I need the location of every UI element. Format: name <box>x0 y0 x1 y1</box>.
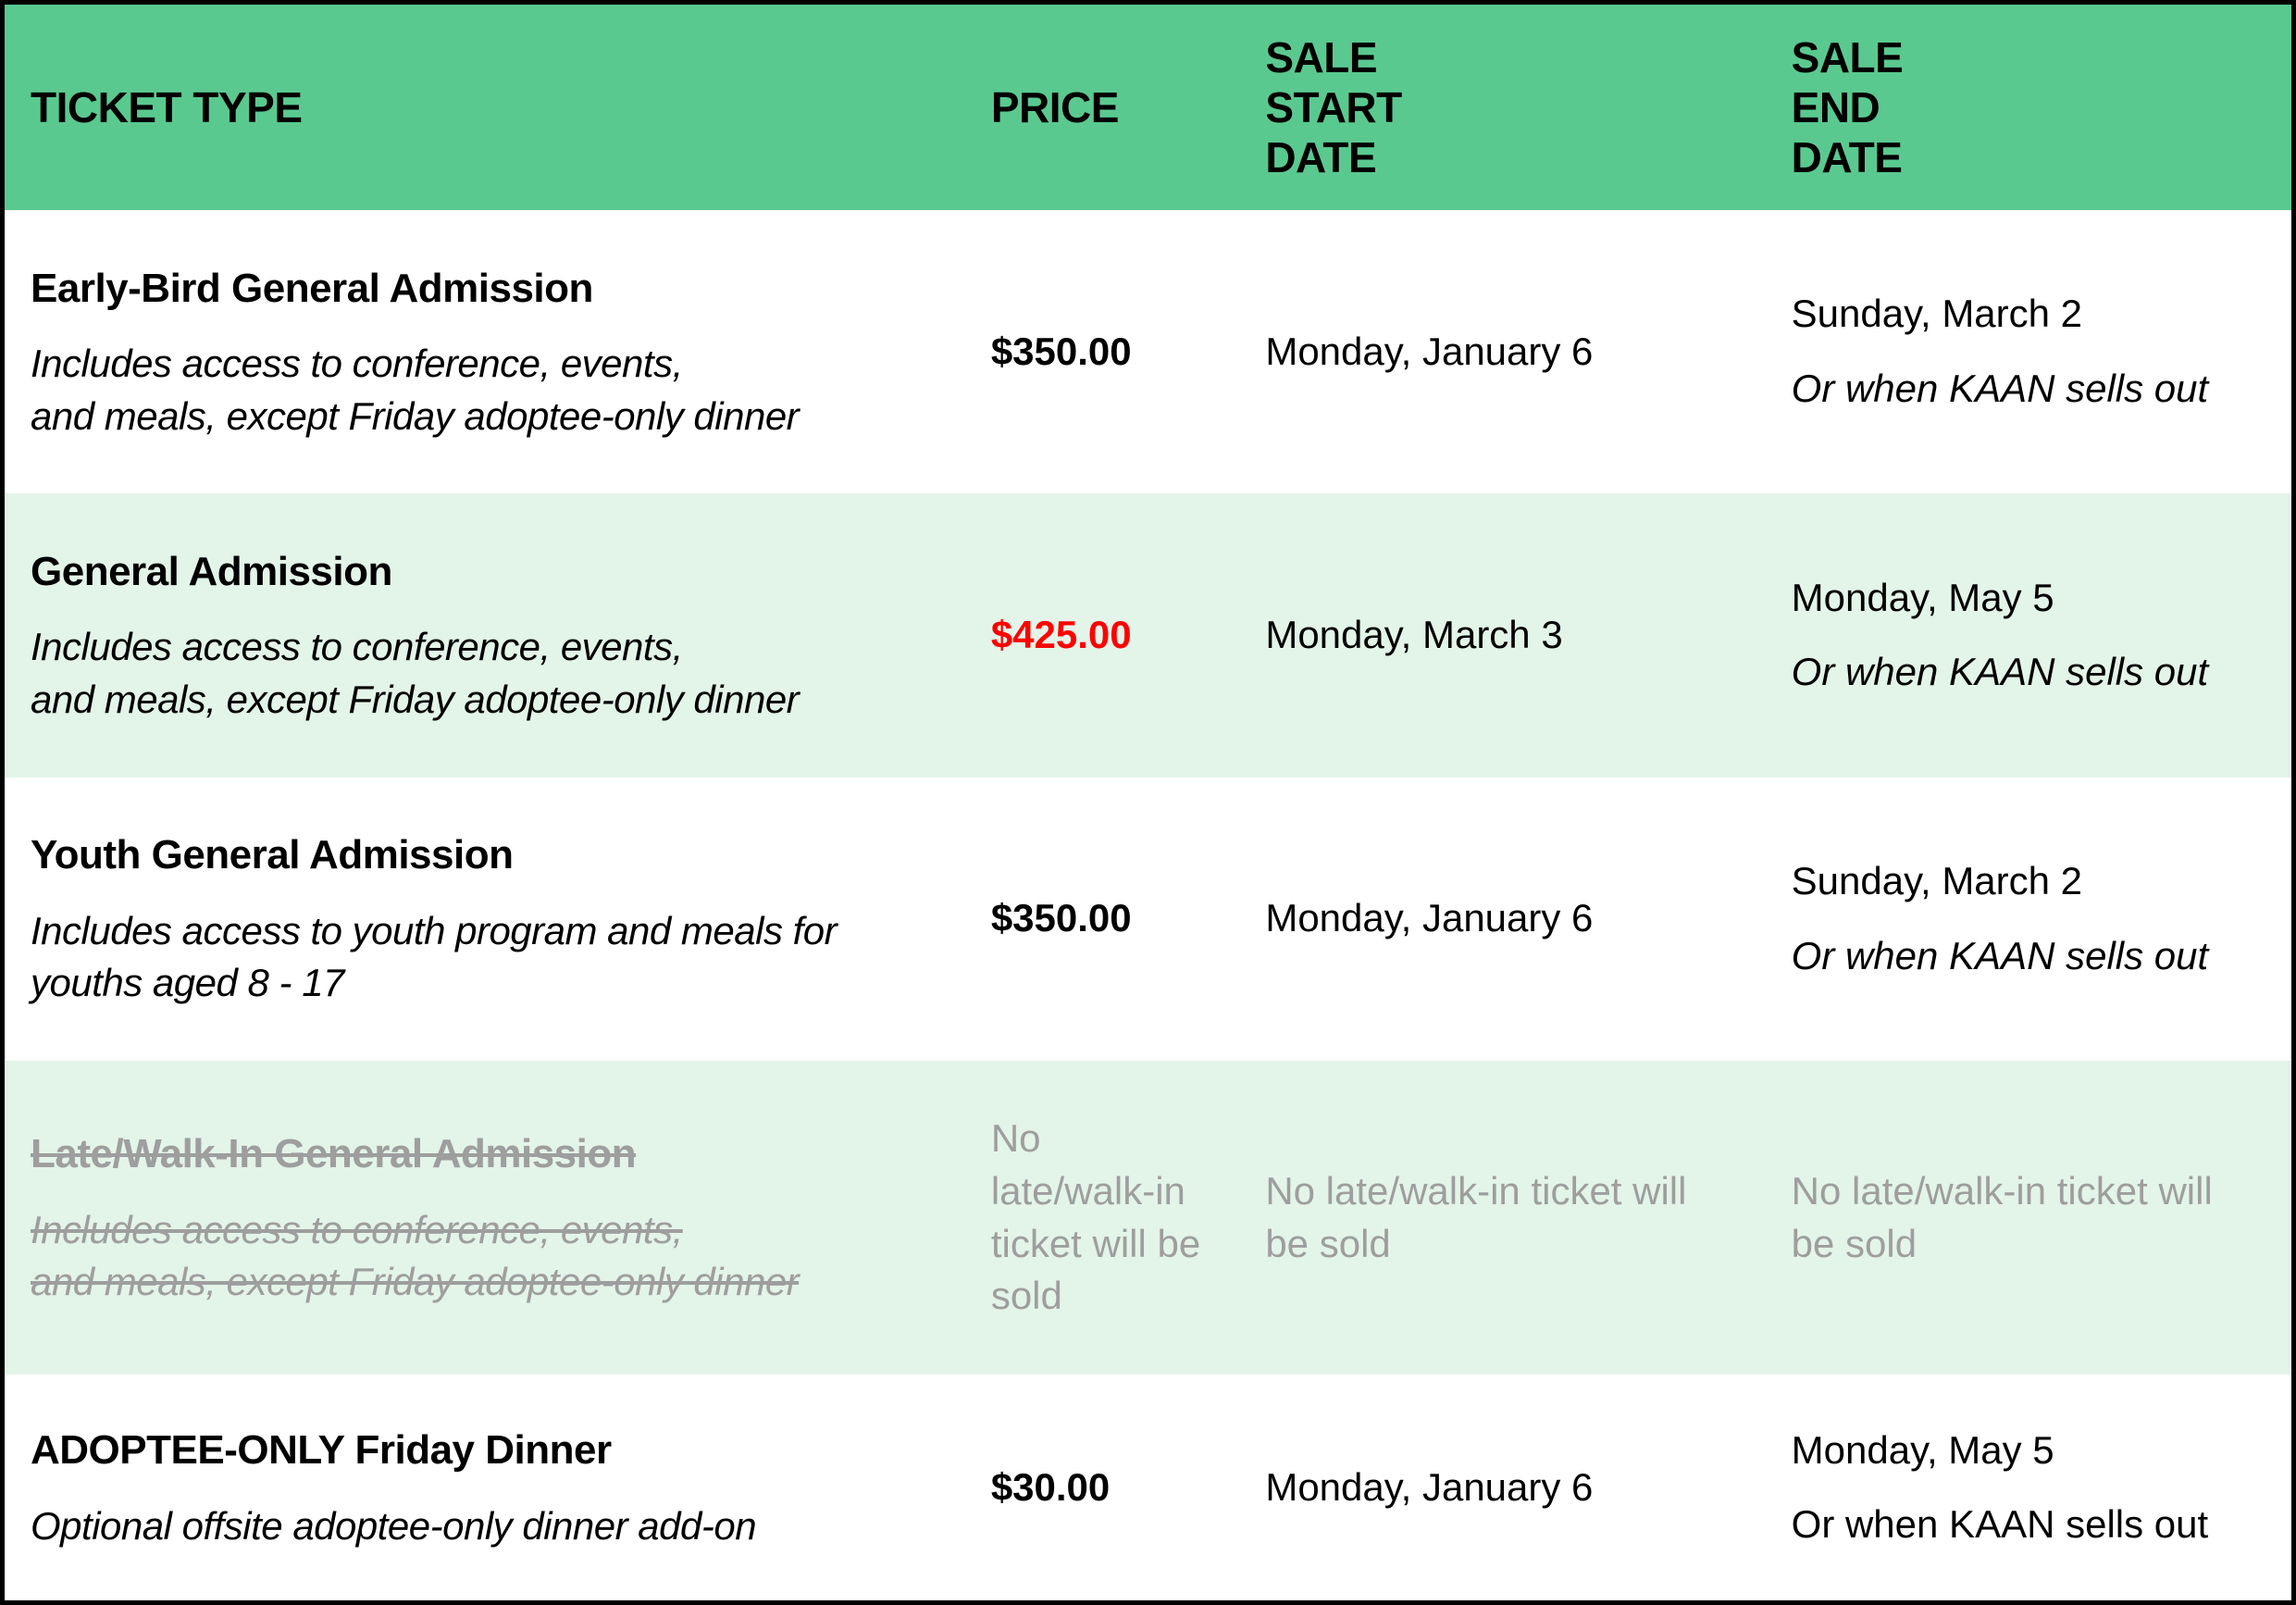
sale-end-note: Or when KAAN sells out <box>1792 930 2265 983</box>
cell-sale-start: Monday, January 6 <box>1239 210 1765 493</box>
cell-ticket-type: Early-Bird General Admission Includes acc… <box>5 210 965 493</box>
ticket-description: Includes access to conference, events,an… <box>31 1204 939 1309</box>
sale-end-note: Or when KAAN sells out <box>1792 363 2265 416</box>
cell-price: $350.00 <box>965 210 1240 493</box>
cell-sale-start: Monday, March 3 <box>1239 493 1765 777</box>
cell-sale-end: Monday, May 5 Or when KAAN sells out <box>1766 1375 2291 1600</box>
pricing-table-container: TICKET TYPE PRICE SALESTARTDATE SALEENDD… <box>0 0 2296 1605</box>
sale-end-date: Sunday, March 2 <box>1792 855 2265 908</box>
sale-end-date: Monday, May 5 <box>1792 1425 2265 1477</box>
ticket-description: Includes access to conference, events,an… <box>31 621 939 726</box>
ticket-description: Includes access to youth program and mea… <box>31 905 939 1010</box>
ticket-title: Early-Bird General Admission <box>31 261 939 316</box>
col-header-ticket-type: TICKET TYPE <box>5 5 965 210</box>
ticket-title: Youth General Admission <box>31 827 939 882</box>
ticket-title: ADOPTEE-ONLY Friday Dinner <box>31 1423 939 1477</box>
cell-ticket-type: Late/Walk-In General Admission Includes a… <box>5 1061 965 1375</box>
cell-price: $425.00 <box>965 493 1240 777</box>
sale-end-date: Sunday, March 2 <box>1792 288 2265 341</box>
cell-sale-start: No late/walk-in ticket will be sold <box>1239 1061 1765 1375</box>
col-header-sale-end: SALEENDDATE <box>1766 5 2291 210</box>
cell-sale-start: Monday, January 6 <box>1239 1375 1765 1600</box>
col-header-sale-start: SALESTARTDATE <box>1239 5 1765 210</box>
cell-ticket-type: Youth General Admission Includes access t… <box>5 778 965 1061</box>
pricing-table: TICKET TYPE PRICE SALESTARTDATE SALEENDD… <box>5 5 2291 1600</box>
sale-end-note: Or when KAAN sells out <box>1792 646 2265 699</box>
pricing-table-body: Early-Bird General Admission Includes acc… <box>5 210 2291 1600</box>
ticket-title: Late/Walk-In General Admission <box>31 1126 939 1181</box>
header-row: TICKET TYPE PRICE SALESTARTDATE SALEENDD… <box>5 5 2291 210</box>
cell-sale-end: Sunday, March 2 Or when KAAN sells out <box>1766 210 2291 493</box>
cell-price: $30.00 <box>965 1375 1240 1600</box>
table-row: Youth General Admission Includes access t… <box>5 778 2291 1061</box>
table-row: General Admission Includes access to conf… <box>5 493 2291 777</box>
cell-sale-end: Monday, May 5 Or when KAAN sells out <box>1766 493 2291 777</box>
cell-sale-end: Sunday, March 2 Or when KAAN sells out <box>1766 778 2291 1061</box>
sale-end-date: Monday, May 5 <box>1792 572 2265 625</box>
ticket-description: Optional offsite adoptee-only dinner add… <box>31 1500 939 1553</box>
table-row: Early-Bird General Admission Includes acc… <box>5 210 2291 493</box>
ticket-description: Includes access to conference, events,an… <box>31 338 939 442</box>
cell-ticket-type: General Admission Includes access to conf… <box>5 493 965 777</box>
sale-end-note: Or when KAAN sells out <box>1792 1499 2265 1551</box>
cell-sale-start: Monday, January 6 <box>1239 778 1765 1061</box>
cell-sale-end: No late/walk-in ticket will be sold <box>1766 1061 2291 1375</box>
col-header-price: PRICE <box>965 5 1240 210</box>
cell-ticket-type: ADOPTEE-ONLY Friday Dinner Optional offsi… <box>5 1375 965 1600</box>
table-row: Late/Walk-In General Admission Includes a… <box>5 1061 2291 1375</box>
table-row: ADOPTEE-ONLY Friday Dinner Optional offsi… <box>5 1375 2291 1600</box>
cell-price: No late/walk-in ticket will be sold <box>965 1061 1240 1375</box>
cell-price: $350.00 <box>965 778 1240 1061</box>
ticket-title: General Admission <box>31 544 939 599</box>
